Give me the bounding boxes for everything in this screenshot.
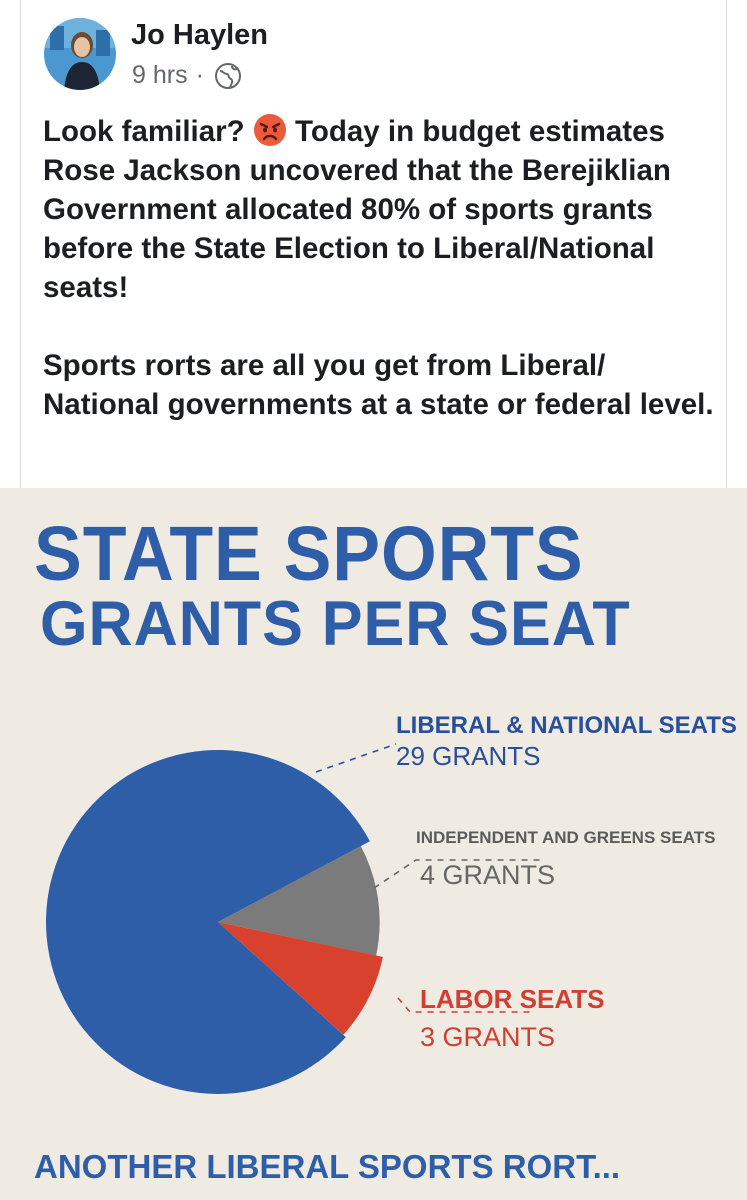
meta-separator: ·: [195, 61, 204, 89]
pie-chart: [45, 743, 540, 1094]
post-meta: 9 hrs ·: [132, 61, 242, 90]
tagged-name-rose-jackson[interactable]: Rose Jackson: [43, 154, 242, 187]
leader-line-liberal: [315, 743, 397, 773]
angry-face-emoji: [253, 113, 287, 147]
author-avatar[interactable]: [44, 18, 116, 90]
pie-slice-liberal: [45, 749, 370, 1094]
label-liberal-seats: LIBERAL & NATIONAL SEATS: [396, 712, 737, 739]
post-image[interactable]: STATE SPORTS GRANTS PER SEAT LIBERAL & N…: [0, 488, 747, 1200]
label-labor-grants: 3 GRANTS: [420, 1022, 556, 1052]
post-text-part: Today in budget estimates: [286, 115, 665, 148]
pie-slice-independent: [218, 846, 380, 956]
chart-title-line-2: GRANTS PER SEAT: [40, 589, 631, 659]
post-text: Look familiar? Today in budget estimates…: [43, 112, 723, 424]
label-liberal-grants: 29 GRANTS: [396, 741, 541, 771]
leader-line-independent: [373, 859, 540, 889]
post-paragraph-2: Sports rorts are all you get from Libera…: [43, 349, 714, 421]
author-name[interactable]: Jo Haylen: [131, 19, 268, 51]
post-text-part: uncovered that the Berejiklian Governmen…: [43, 154, 671, 304]
label-independent-seats: INDEPENDENT AND GREENS SEATS: [416, 828, 716, 847]
post-text-part: Look familiar?: [43, 115, 253, 148]
facebook-post: Jo Haylen 9 hrs · Look familiar? Today i…: [20, 0, 727, 488]
globe-icon[interactable]: [214, 62, 242, 90]
pie-slice-labor: [218, 922, 383, 1035]
label-labor-seats: LABOR SEATS: [420, 984, 605, 1014]
post-time[interactable]: 9 hrs: [132, 61, 188, 89]
post-paragraph-1: Look familiar? Today in budget estimates…: [43, 112, 723, 307]
chart-title-line-1: STATE SPORTS: [34, 511, 584, 597]
image-footer-text: ANOTHER LIBERAL SPORTS RORT...: [34, 1148, 621, 1185]
label-independent-grants: 4 GRANTS: [420, 860, 556, 890]
leader-line-labor: [397, 997, 530, 1013]
